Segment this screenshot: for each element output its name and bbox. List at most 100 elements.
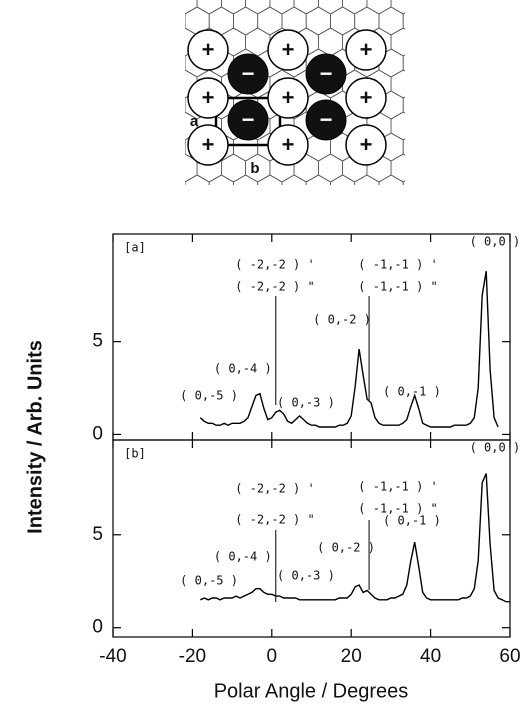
hexagon bbox=[149, 70, 173, 98]
hexagon bbox=[403, 217, 427, 245]
x-tick-label: 60 bbox=[499, 646, 520, 667]
hexagon bbox=[452, 91, 476, 119]
atom-sign: − bbox=[242, 107, 255, 132]
atom-sign: + bbox=[282, 37, 295, 62]
peak-label: ( -1,-1 ) ' bbox=[358, 258, 437, 272]
negative-atom bbox=[227, 99, 269, 141]
hexagon bbox=[282, 217, 306, 245]
hexagon bbox=[149, 0, 173, 14]
hexagon bbox=[161, 217, 185, 245]
positive-atom bbox=[187, 77, 229, 119]
hexagon bbox=[343, 196, 367, 224]
hexagon bbox=[390, 69, 405, 99]
hexagon bbox=[342, 0, 368, 15]
hexagon bbox=[354, 174, 380, 185]
hexagon bbox=[185, 97, 186, 113]
hexagon bbox=[402, 96, 405, 114]
hexagon bbox=[428, 175, 452, 203]
peak-label: ( -2,-2 ) ' bbox=[235, 482, 314, 496]
atom-sign: + bbox=[282, 132, 295, 157]
atom-sign: + bbox=[360, 85, 373, 110]
hexagon bbox=[220, 153, 247, 183]
positive-atom bbox=[345, 29, 387, 71]
plot-frame bbox=[112, 439, 511, 638]
peak-label: ( 0,-3 ) bbox=[277, 396, 335, 410]
atom-sign: + bbox=[202, 85, 215, 110]
hexagon bbox=[317, 0, 344, 15]
hexagon bbox=[318, 196, 342, 224]
y-tick-label: 5 bbox=[92, 331, 103, 352]
hexagon bbox=[415, 196, 439, 224]
hexagon bbox=[452, 7, 476, 35]
hexagon bbox=[294, 196, 318, 224]
peak-label: ( 0,-5 ) bbox=[180, 574, 238, 588]
peak-label: ( -1,-1 ) ' bbox=[358, 480, 437, 494]
hexagon bbox=[440, 28, 464, 56]
peak-label: ( -2,-2 ) ' bbox=[235, 258, 314, 272]
hexagon bbox=[402, 12, 405, 30]
hexagon bbox=[269, 0, 295, 15]
hexagon bbox=[208, 174, 234, 185]
spectrum-line bbox=[199, 270, 499, 428]
negative-atom bbox=[305, 99, 347, 141]
atom-sign: + bbox=[202, 37, 215, 62]
positive-atom bbox=[267, 77, 309, 119]
negative-atom bbox=[227, 53, 269, 95]
peak-label: ( -2,-2 ) " bbox=[235, 513, 314, 527]
hexagon bbox=[197, 196, 221, 224]
hexagon bbox=[149, 112, 173, 140]
hexagon bbox=[245, 27, 271, 57]
hexagon bbox=[440, 70, 464, 98]
cell-label: b bbox=[250, 160, 259, 177]
hexagon bbox=[440, 0, 464, 14]
hexagon bbox=[402, 180, 405, 185]
hexagon bbox=[305, 174, 331, 185]
hexagon bbox=[185, 139, 186, 155]
hexagon bbox=[390, 111, 405, 141]
hexagon bbox=[149, 154, 173, 182]
hexagon bbox=[196, 0, 222, 15]
hexagon bbox=[390, 0, 405, 15]
hexagon bbox=[355, 217, 379, 245]
hexagon bbox=[257, 174, 283, 185]
hexagon bbox=[317, 27, 344, 57]
hexagon bbox=[428, 7, 452, 35]
hexagon bbox=[245, 0, 271, 15]
hexagon bbox=[185, 174, 210, 185]
hexagon bbox=[233, 6, 259, 36]
peak-label: ( -1,-1 ) " bbox=[358, 280, 437, 294]
peak-label: ( 0,-1 ) bbox=[383, 514, 441, 528]
hexagon bbox=[390, 27, 405, 57]
hexagon bbox=[221, 196, 245, 224]
panel-label: [a] bbox=[124, 241, 146, 255]
hexagon bbox=[246, 196, 270, 224]
y-tick-label: 0 bbox=[92, 617, 103, 638]
peak-label: ( 0,0 ) bbox=[470, 441, 521, 455]
y-axis-label: Intensity / Arb. Units bbox=[24, 340, 46, 534]
peak-label: ( 0,-1 ) bbox=[383, 385, 441, 399]
peak-label: ( 0,-4 ) bbox=[214, 362, 272, 376]
hexagon bbox=[270, 196, 294, 224]
hexagon bbox=[440, 196, 464, 224]
x-tick-label: 40 bbox=[420, 646, 441, 667]
hexagon bbox=[209, 217, 233, 245]
hexagon bbox=[440, 112, 464, 140]
y-tick-label: 0 bbox=[92, 423, 103, 444]
hexagon bbox=[452, 49, 476, 77]
negative-atom bbox=[305, 53, 347, 95]
peak-label: ( 0,-2 ) bbox=[313, 313, 371, 327]
hexagon bbox=[390, 153, 405, 183]
hexagon bbox=[428, 91, 452, 119]
hexagon bbox=[378, 6, 404, 36]
x-tick-label: 20 bbox=[341, 646, 362, 667]
positive-atom bbox=[187, 29, 229, 71]
x-tick-label: -40 bbox=[99, 646, 126, 667]
hexagon bbox=[293, 0, 319, 15]
hexagon bbox=[415, 70, 439, 98]
hexagon bbox=[185, 217, 209, 245]
peak-label: ( 0,0 ) bbox=[470, 235, 521, 249]
hexagon bbox=[258, 217, 282, 245]
hexagon bbox=[378, 174, 404, 185]
hexagon bbox=[281, 174, 307, 185]
